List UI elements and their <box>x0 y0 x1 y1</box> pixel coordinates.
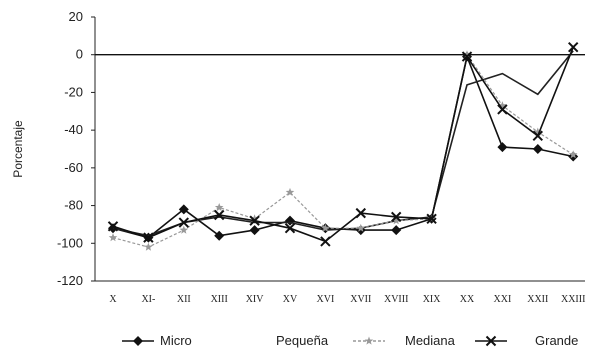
data-point-mediana <box>179 225 189 234</box>
legend-item-grande: Grande <box>475 333 578 348</box>
legend-label-grande: Grande <box>535 333 578 348</box>
data-point-grande <box>426 213 437 224</box>
x-tick-label: XI- <box>141 294 155 305</box>
series-line-grande <box>112 46 574 243</box>
data-point-mediana <box>498 101 507 110</box>
data-point-mediana <box>108 233 118 242</box>
x-tick-label: XII <box>177 294 191 305</box>
data-point-grande <box>178 217 190 228</box>
data-point-grande <box>355 207 367 219</box>
data-point-grande <box>107 221 119 232</box>
legend-label-micro: Micro <box>160 333 192 348</box>
legend-item-mediana: Mediana <box>353 333 456 348</box>
data-point-mediana <box>462 50 472 59</box>
x-tick-label: XIV <box>246 294 265 305</box>
y-tick-label: 0 <box>76 47 83 62</box>
data-point-grande <box>320 236 331 247</box>
data-point-grande <box>213 209 225 221</box>
data-point-grande <box>143 232 154 243</box>
x-tick-label: X <box>109 294 117 305</box>
data-point-micro <box>249 225 260 236</box>
x-tick-label: XVI <box>317 294 335 305</box>
data-point-micro <box>178 204 189 215</box>
y-axis-title: Porcentaje <box>11 120 25 178</box>
data-point-grande <box>390 211 402 223</box>
data-point-mediana <box>321 223 330 232</box>
data-point-grande <box>497 104 508 115</box>
legend-item-micro: Micro <box>122 333 192 348</box>
series-grande <box>107 41 579 247</box>
legend-marker-grande <box>485 335 497 347</box>
x-tick-label: XVIII <box>384 294 408 305</box>
data-point-micro <box>214 230 225 241</box>
legend-marker-mediana <box>364 336 374 345</box>
y-tick-label: -120 <box>57 273 83 288</box>
data-point-mediana <box>391 216 401 225</box>
x-tick-label: XV <box>283 294 298 305</box>
series-line-mediana <box>112 53 574 248</box>
x-tick-label: XXIII <box>561 294 585 305</box>
axes: 20 0 -20 -40 -60 -80 -100 -120 X XI- XII XIII XIV XV X… <box>11 9 585 305</box>
x-tick-label: XIII <box>211 294 228 305</box>
data-point-grande <box>284 222 296 234</box>
data-point-mediana <box>533 127 543 136</box>
legend-item-peque-a: Pequeña <box>276 333 329 348</box>
data-point-mediana <box>214 203 224 212</box>
data-point-mediana <box>285 187 295 196</box>
data-point-mediana <box>250 214 259 223</box>
data-point-mediana <box>144 242 153 251</box>
legend-label-peque-a: Pequeña <box>276 333 329 348</box>
x-tick-label: XVII <box>350 294 371 305</box>
x-tick-label: XXII <box>527 294 548 305</box>
data-point-micro <box>497 142 508 153</box>
y-tick-label: 20 <box>69 9 83 24</box>
data-point-mediana <box>356 223 366 232</box>
x-tick-label: XXI <box>494 294 512 305</box>
y-tick-label: -40 <box>64 122 83 137</box>
series-micro <box>108 51 579 243</box>
series-mediana <box>108 50 578 251</box>
data-point-mediana <box>568 150 578 159</box>
data-point-grande <box>532 130 544 142</box>
legend-marker-micro <box>133 336 143 346</box>
data-point-micro <box>391 225 402 236</box>
y-tick-label: -20 <box>64 84 83 99</box>
data-point-micro <box>532 144 543 154</box>
y-tick-label: -60 <box>64 160 83 175</box>
data-point-grande <box>567 41 579 53</box>
data-point-grande <box>461 51 473 62</box>
x-tick-label: XIX <box>423 294 442 305</box>
y-tick-label: -100 <box>57 235 83 250</box>
series-layer <box>107 41 579 251</box>
data-point-grande <box>249 215 260 226</box>
y-tick-label: -80 <box>64 198 83 213</box>
legend: Micro Pequeña Mediana Grande <box>122 333 578 348</box>
x-tick-label: XX <box>460 294 475 305</box>
legend-label-mediana: Mediana <box>405 333 456 348</box>
